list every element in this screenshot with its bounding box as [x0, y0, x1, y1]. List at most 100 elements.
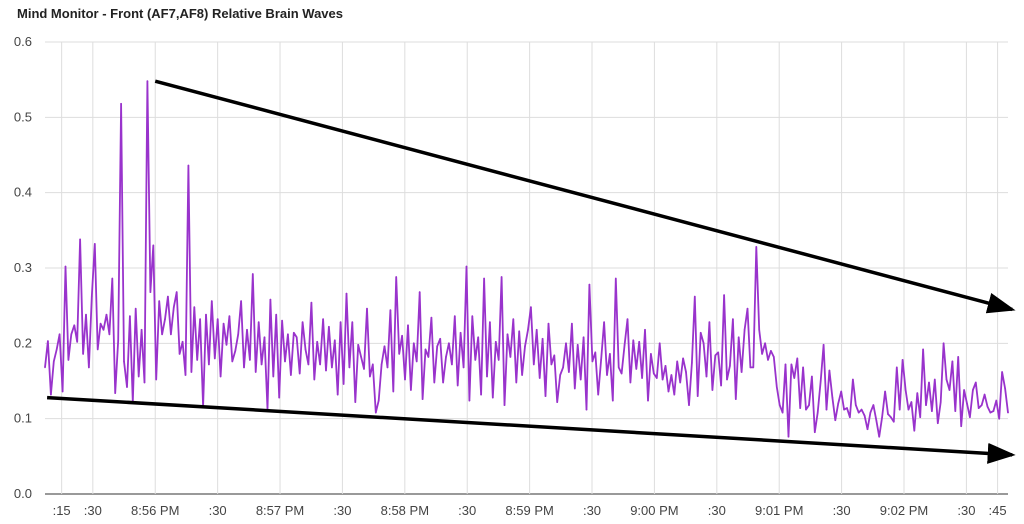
data-point [480, 393, 482, 396]
data-point [456, 384, 459, 387]
data-point [389, 309, 392, 312]
data-point [410, 389, 412, 391]
series-layer [44, 80, 1009, 438]
x-tick-label: 8:59 PM [505, 503, 553, 518]
data-point [415, 360, 418, 363]
y-tick-label: 0.6 [14, 34, 32, 49]
data-point [287, 333, 289, 336]
data-point [708, 321, 711, 324]
data-point [802, 366, 804, 369]
data-point [211, 300, 213, 302]
data-point [413, 342, 415, 345]
data-point [111, 277, 114, 280]
data-point [816, 411, 819, 414]
data-point [105, 313, 108, 316]
data-point [190, 371, 193, 373]
data-point [489, 321, 491, 324]
data-point [819, 380, 822, 382]
data-point [957, 356, 959, 358]
data-point [749, 366, 752, 369]
data-point [99, 322, 102, 325]
data-point [764, 342, 766, 345]
data-point [723, 294, 725, 296]
data-point [421, 398, 424, 400]
data-point [591, 360, 594, 363]
data-point [454, 315, 456, 318]
data-point [863, 414, 866, 417]
x-tick-label: :30 [209, 503, 227, 518]
data-point [196, 359, 198, 361]
data-point [641, 377, 643, 379]
data-point [44, 366, 46, 369]
data-point [240, 300, 242, 302]
data-point [550, 363, 553, 366]
data-point [512, 318, 515, 321]
data-point [787, 435, 790, 438]
data-point [366, 307, 368, 310]
data-point [140, 329, 143, 331]
data-point [656, 377, 658, 379]
data-point [260, 363, 263, 366]
data-point [495, 341, 497, 343]
data-point [632, 339, 635, 342]
data-point [629, 381, 632, 384]
data-point [331, 366, 333, 369]
data-point [433, 381, 436, 384]
data-point [424, 348, 427, 351]
data-point [793, 377, 796, 379]
data-point [726, 378, 728, 381]
data-point [737, 336, 740, 339]
data-point [653, 372, 655, 375]
data-point [281, 319, 283, 322]
y-tick-label: 0.1 [14, 411, 32, 426]
data-point [992, 410, 995, 412]
y-tick-label: 0.4 [14, 185, 32, 200]
data-point [360, 356, 362, 358]
data-point [875, 419, 878, 422]
data-point [857, 411, 860, 414]
data-point [47, 340, 49, 342]
data-point [855, 404, 857, 406]
data-point [975, 381, 977, 384]
data-point [582, 336, 585, 339]
data-point [375, 411, 377, 414]
x-tick-label: :30 [833, 503, 851, 518]
data-point [966, 402, 968, 405]
data-point [831, 396, 834, 399]
data-point [755, 246, 758, 248]
data-point [506, 333, 509, 336]
data-point [638, 341, 640, 343]
data-point [963, 389, 965, 391]
data-point [893, 420, 895, 423]
y-tick-label: 0.2 [14, 335, 32, 350]
data-point [928, 381, 930, 384]
data-point [468, 399, 471, 402]
data-point [427, 356, 430, 358]
data-point [67, 359, 70, 361]
series-line [44, 80, 1009, 438]
data-point [216, 318, 219, 321]
data-point [960, 425, 962, 428]
data-point [609, 353, 611, 355]
data-point [828, 369, 831, 372]
data-point [263, 336, 266, 339]
data-point [243, 366, 245, 369]
data-point [945, 378, 948, 381]
data-point [869, 411, 872, 414]
data-point [825, 408, 828, 411]
data-point [96, 348, 99, 351]
data-point [70, 333, 73, 336]
x-tick-label: 8:57 PM [256, 503, 304, 518]
data-point [448, 342, 450, 345]
data-point [445, 356, 447, 358]
data-point [597, 393, 599, 396]
data-point [161, 333, 163, 336]
data-point [199, 318, 201, 321]
trend-arrow [46, 395, 1016, 464]
data-point [615, 277, 617, 280]
data-point [776, 386, 778, 388]
data-point [214, 357, 216, 360]
data-point [735, 398, 737, 400]
grid [45, 41, 1008, 495]
